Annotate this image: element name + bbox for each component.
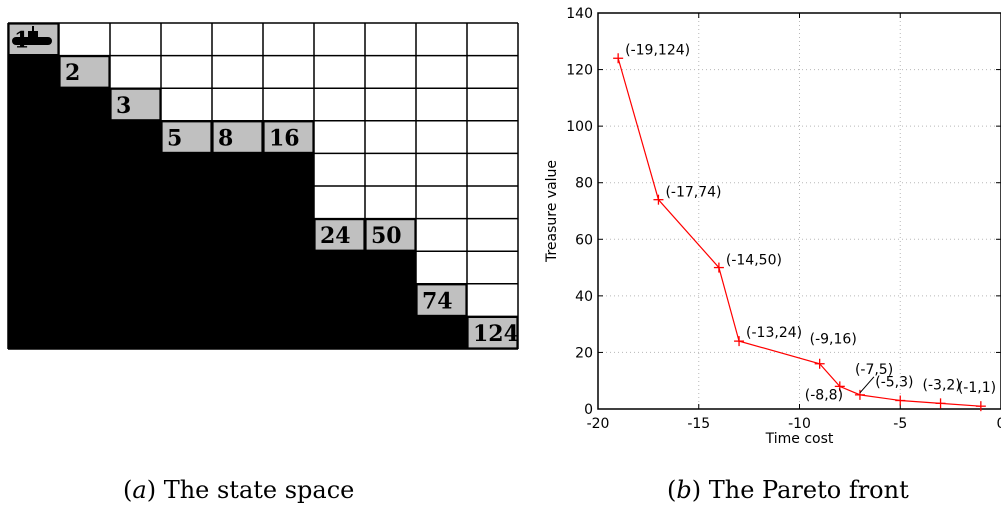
point-label: (-19,124) xyxy=(625,42,690,58)
grid-lines xyxy=(7,22,519,350)
point-label: (-14,50) xyxy=(726,253,782,269)
y-tick-label: 0 xyxy=(584,402,593,418)
treasure-value: 3 xyxy=(116,93,131,119)
treasure-value: 2 xyxy=(65,60,80,86)
point-label: (-13,24) xyxy=(746,325,802,341)
y-tick-label: 20 xyxy=(575,345,593,361)
point-label: (-7,5) xyxy=(855,362,893,378)
seabed-column xyxy=(8,55,59,349)
pareto-point xyxy=(613,53,624,64)
pareto-series-line xyxy=(617,58,981,407)
submarine-periscope xyxy=(32,26,34,32)
point-label: (-17,74) xyxy=(665,185,721,201)
pareto-point xyxy=(895,395,906,406)
chart-grid xyxy=(597,12,1001,410)
treasure-cell xyxy=(212,121,263,154)
pareto-point xyxy=(854,389,865,400)
submarine-icon xyxy=(12,26,52,45)
caption-state-space-text: The state space xyxy=(163,476,355,504)
x-tick-label: -15 xyxy=(687,416,710,432)
caption-state-space-letter: a xyxy=(132,476,147,504)
seabed-column xyxy=(365,251,416,349)
point-label: (-5,3) xyxy=(875,375,913,391)
y-tick-label: 60 xyxy=(575,232,593,248)
treasure-cell xyxy=(59,55,110,88)
submarine-hull xyxy=(12,37,52,45)
y-tick-label: 100 xyxy=(566,119,593,135)
treasure-cell xyxy=(110,88,161,121)
submarine-tower xyxy=(28,31,38,38)
x-tick-label: 0 xyxy=(997,416,1001,432)
caption-pareto-front-text: The Pareto front xyxy=(708,476,909,504)
seabed-column xyxy=(110,120,161,349)
caption-pareto-front-letter: b xyxy=(676,476,692,504)
caption-pareto-front: (b) The Pareto front xyxy=(667,476,909,504)
treasure-cell xyxy=(161,121,212,154)
pareto-point xyxy=(713,262,724,273)
label-leader-line xyxy=(859,376,875,394)
pareto-point xyxy=(814,358,825,369)
y-tick-label: 40 xyxy=(575,289,593,305)
treasure-value: 74 xyxy=(422,288,453,314)
point-label: (-8,8) xyxy=(805,387,843,403)
treasure-cell xyxy=(416,284,467,316)
y-tick-label: 120 xyxy=(566,63,593,79)
y-axis-label: Treasure value xyxy=(544,160,560,263)
point-label: (-9,16) xyxy=(810,332,857,348)
treasure-cell xyxy=(314,219,365,251)
treasure-cell xyxy=(467,316,518,349)
pareto-point xyxy=(834,381,845,392)
treasure-value: 50 xyxy=(371,223,402,249)
treasure-cell xyxy=(263,121,314,154)
pareto-point xyxy=(653,194,664,205)
point-label: (-1,1) xyxy=(958,380,996,396)
pareto-point xyxy=(975,401,986,412)
treasure-value: 5 xyxy=(167,125,182,151)
caption-state-space: (a) The state space xyxy=(123,476,355,504)
treasure-value: 24 xyxy=(320,223,351,249)
x-tick-label: -10 xyxy=(788,416,811,432)
treasure-value: 8 xyxy=(218,125,233,151)
pareto-point xyxy=(734,336,745,347)
point-label: (-3,2) xyxy=(923,377,961,393)
seabed-column xyxy=(416,316,467,349)
x-tick-label: -5 xyxy=(893,416,907,432)
y-tick-label: 140 xyxy=(566,6,593,22)
x-axis-label: Time cost xyxy=(765,431,834,447)
treasure-value: 16 xyxy=(269,125,300,151)
treasure-value: 124 xyxy=(473,321,519,347)
y-tick-label: 80 xyxy=(575,176,593,192)
seabed-column xyxy=(314,251,365,349)
x-tick-label: -20 xyxy=(587,416,610,432)
pareto-point xyxy=(935,398,946,409)
treasure-cell xyxy=(365,219,416,251)
